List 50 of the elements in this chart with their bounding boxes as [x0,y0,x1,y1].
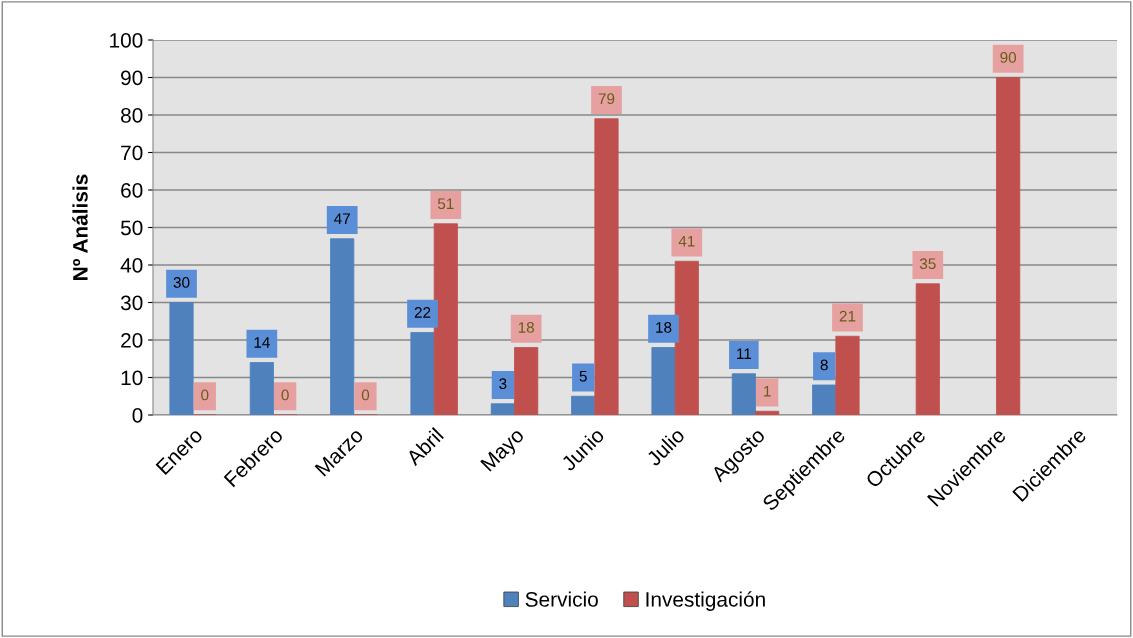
y-tick-label: 10 [121,370,143,386]
data-label: 0 [361,389,370,401]
data-label: 22 [414,307,431,318]
bar [410,332,435,415]
y-axis-title: Nº Análisis [72,174,88,280]
data-label: 41 [678,235,695,247]
bar [996,77,1021,415]
bar [169,302,194,415]
y-tick-label: 20 [121,333,143,348]
y-tick-label: 30 [120,295,143,311]
data-label: 5 [579,370,587,382]
data-label: 14 [254,337,270,348]
data-label: 30 [173,277,190,288]
y-tick-label: 100 [110,33,143,48]
data-label: 90 [1000,52,1017,63]
y-tick-label: 0 [132,408,143,423]
data-label: 79 [598,93,615,105]
data-label: 51 [437,198,454,210]
y-tick-label: 40 [120,258,143,273]
data-label: 21 [839,310,856,322]
bar [594,118,619,415]
data-label: 0 [281,389,289,401]
bar [433,223,458,415]
bar [812,384,837,415]
y-tick-label: 60 [121,183,143,198]
bar [674,260,699,415]
y-tick-label: 80 [121,108,143,123]
data-label: 1 [764,385,771,397]
data-label: 3 [499,378,507,390]
y-tick-label: 90 [121,70,143,86]
y-tick-label: 50 [120,220,143,236]
bar [490,403,515,415]
data-label: 8 [820,359,828,371]
data-label: 0 [201,389,209,401]
data-label: 35 [919,258,936,270]
legend-label: Servicio [525,591,598,607]
data-label: 11 [737,348,752,359]
data-label: 18 [656,322,672,333]
bar [571,395,596,415]
data-label: 18 [518,322,534,333]
data-label: 47 [334,213,350,224]
bar [755,410,780,415]
bar [835,335,860,415]
bar [651,347,676,415]
legend-label: Investigación [646,591,765,611]
bar [330,238,355,415]
y-tick-label: 70 [121,145,143,161]
bar [514,347,539,415]
bar [915,283,940,415]
x-tick-label: Julio [645,426,686,467]
